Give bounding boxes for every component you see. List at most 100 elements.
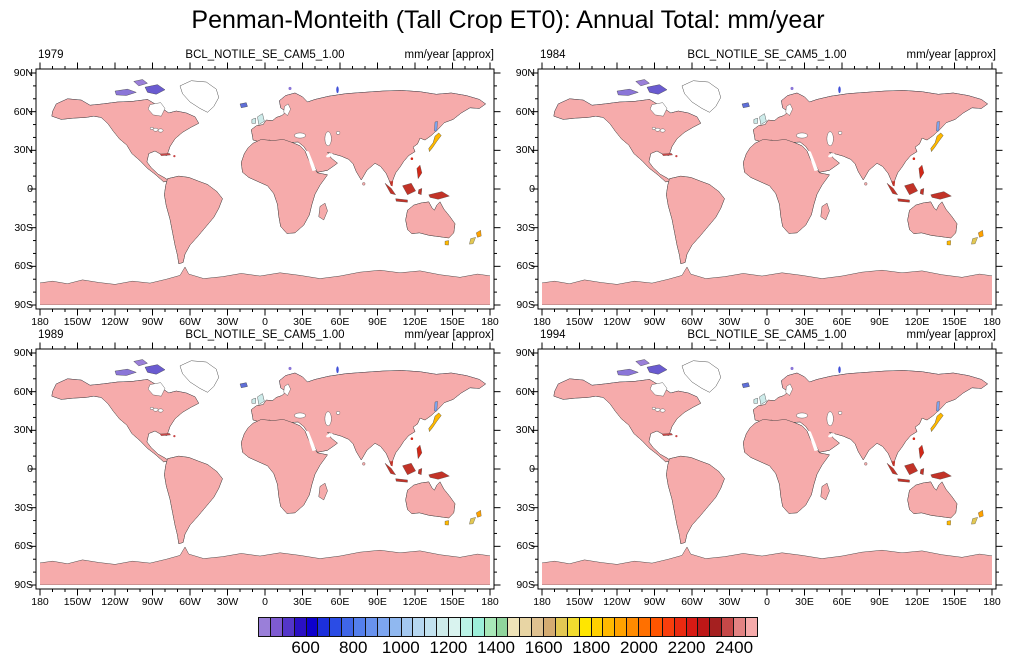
lon-tick-label: 0 [262, 596, 268, 608]
colorbar-tick-label: 600 [291, 638, 320, 657]
lon-tick-label: 90E [870, 596, 889, 608]
lon-tick-label: 30E [293, 596, 312, 608]
colorbar-segment [460, 618, 473, 636]
lat-tick-label: 90S [516, 579, 535, 591]
colorbar-segment [437, 618, 449, 636]
lon-tick-label: 150W [565, 596, 594, 608]
lon-tick-label: 180 [31, 316, 49, 328]
lat-tick-label: 30S [516, 221, 535, 234]
lat-tick-label: 30N [13, 144, 33, 157]
lon-tick-label: 150W [63, 596, 92, 608]
colorbar-segment [365, 618, 378, 636]
colorbar-segment [318, 618, 331, 636]
colorbar-segment [401, 618, 414, 636]
colorbar-segment [710, 618, 723, 636]
lon-tick-label: 120E [904, 316, 930, 328]
lon-tick-label: 180 [983, 596, 1001, 608]
lat-tick-label: 60S [516, 540, 535, 553]
lat-tick-label: 60S [14, 540, 33, 553]
lat-tick-label: 30S [14, 221, 33, 234]
colorbar-segment [650, 618, 663, 636]
lon-tick-label: 30W [216, 316, 239, 328]
colorbar-segment [449, 618, 461, 636]
lon-tick-label: 60E [330, 596, 350, 608]
lat-tick-label: 60N [515, 105, 535, 118]
lon-tick-label: 60E [832, 316, 852, 328]
colorbar-tick-label: 1000 [381, 638, 420, 657]
panel-units-label: mm/year [approx] [404, 49, 494, 61]
lon-tick-label: 0 [764, 596, 770, 608]
lon-tick-label: 120W [603, 316, 631, 328]
lon-tick-label: 30E [795, 596, 814, 608]
panel-year-label: 1984 [540, 49, 566, 61]
lat-tick-label: 0 [529, 463, 535, 475]
colorbar-segment [282, 618, 295, 636]
lat-tick-label: 30N [13, 424, 33, 437]
lon-tick-label: 60W [681, 316, 703, 328]
lat-tick-label: 90N [515, 347, 535, 359]
lon-tick-label: 180 [31, 596, 49, 608]
map-panel: 1984 BCL_NOTILE_SE_CAM5_1.00 mm/year [appr… [516, 46, 1016, 328]
lon-tick-label: 180 [983, 316, 1001, 328]
lon-tick-label: 150E [440, 596, 465, 608]
lon-tick-label: 150E [942, 316, 967, 328]
lat-tick-label: 90S [516, 299, 535, 311]
colorbar-tick-label: 800 [339, 638, 368, 657]
world-map [29, 342, 501, 596]
lon-tick-label: 0 [262, 316, 268, 328]
lon-tick-label: 90W [643, 596, 666, 608]
colorbar-tick-label: 2000 [620, 638, 658, 657]
colorbar-segment [330, 618, 343, 636]
panel-units-label: mm/year [approx] [906, 49, 996, 61]
colorbar-segment [377, 618, 390, 636]
map-panel: 1979 BCL_NOTILE_SE_CAM5_1.00 mm/year [appr… [14, 46, 526, 328]
colorbar-tick-label: 2200 [667, 638, 706, 657]
panel-year-label: 1979 [38, 49, 64, 61]
lon-tick-label: 120W [603, 596, 631, 608]
lon-tick-label: 180 [481, 596, 499, 608]
colorbar-segment [508, 618, 521, 636]
lon-tick-label: 150W [565, 316, 594, 328]
colorbar-segment [472, 618, 485, 636]
lon-tick-label: 120W [101, 316, 129, 328]
colorbar-segment [698, 618, 711, 636]
colorbar-segment [389, 618, 402, 636]
lon-tick-label: 90W [141, 596, 164, 608]
lon-tick-label: 30W [718, 596, 741, 608]
lat-tick-label: 30N [515, 424, 535, 437]
lon-tick-label: 120E [402, 596, 428, 608]
lon-tick-label: 180 [533, 316, 551, 328]
lat-tick-label: 60N [515, 385, 535, 398]
lon-tick-label: 90W [141, 316, 164, 328]
colorbar-tick-label: 1800 [572, 638, 611, 657]
colorbar-segment [639, 618, 651, 636]
panel-model-label: BCL_NOTILE_SE_CAM5_1.00 [687, 49, 847, 61]
colorbar-segment [259, 618, 271, 636]
colorbar-tick-label: 1200 [429, 638, 468, 657]
colorbar-segment [555, 618, 568, 636]
colorbar-segment [722, 618, 734, 636]
world-map [531, 62, 1003, 316]
colorbar-segment [496, 618, 509, 636]
colorbar-segment [674, 618, 687, 636]
lat-tick-label: 0 [529, 183, 535, 195]
panel-units-label: mm/year [approx] [906, 329, 996, 341]
colorbar-segment [662, 618, 675, 636]
colorbar-segment [591, 618, 604, 636]
lon-tick-label: 180 [533, 596, 551, 608]
lon-tick-label: 150W [63, 316, 92, 328]
colorbar-segment [579, 618, 592, 636]
colorbar-segment [425, 618, 438, 636]
colorbar-segment [413, 618, 426, 636]
lat-tick-label: 0 [27, 463, 33, 475]
colorbar-segment [544, 618, 556, 636]
colorbar-segment [745, 618, 757, 636]
lon-tick-label: 120E [402, 316, 428, 328]
lon-tick-label: 0 [764, 316, 770, 328]
lon-tick-label: 120W [101, 596, 129, 608]
lon-tick-label: 150E [942, 596, 967, 608]
lon-tick-label: 60W [179, 316, 201, 328]
lon-tick-label: 60E [832, 596, 852, 608]
lon-tick-label: 60E [330, 316, 350, 328]
